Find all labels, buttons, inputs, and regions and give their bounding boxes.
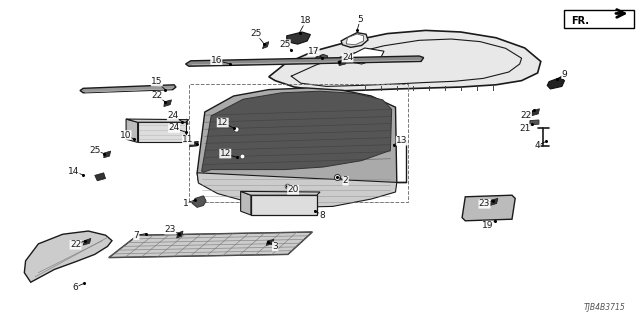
Text: 25: 25 (279, 40, 291, 49)
Text: 23: 23 (164, 225, 176, 234)
Text: FR.: FR. (576, 17, 595, 27)
Text: 16: 16 (211, 56, 222, 65)
Polygon shape (462, 195, 515, 221)
Text: 15: 15 (151, 77, 163, 86)
Text: 22: 22 (70, 240, 81, 249)
Text: 5: 5 (358, 15, 363, 24)
Polygon shape (95, 173, 106, 181)
FancyBboxPatch shape (564, 10, 634, 28)
Polygon shape (197, 88, 397, 205)
Polygon shape (189, 141, 198, 147)
Text: 9: 9 (562, 70, 567, 79)
Polygon shape (186, 56, 424, 66)
Text: 4: 4 (535, 141, 540, 150)
Text: 2: 2 (343, 176, 348, 185)
Polygon shape (241, 191, 251, 215)
Text: 20: 20 (287, 185, 299, 194)
Text: 19: 19 (482, 221, 493, 230)
Text: 6: 6 (73, 283, 78, 292)
Polygon shape (349, 48, 384, 64)
Text: 13: 13 (396, 136, 408, 145)
Text: 7: 7 (134, 231, 139, 240)
Polygon shape (197, 173, 397, 207)
Text: 24: 24 (167, 111, 179, 120)
Polygon shape (241, 191, 320, 195)
Polygon shape (177, 231, 183, 238)
Polygon shape (138, 122, 186, 142)
Polygon shape (269, 30, 541, 91)
Text: 24: 24 (168, 124, 180, 132)
Text: 25: 25 (250, 29, 262, 38)
Polygon shape (126, 119, 138, 142)
Text: 17: 17 (308, 47, 319, 56)
Text: FR.: FR. (572, 16, 589, 26)
Text: 22: 22 (520, 111, 532, 120)
Text: 23: 23 (479, 199, 490, 208)
Polygon shape (287, 32, 310, 44)
Text: 25: 25 (89, 146, 100, 155)
Polygon shape (338, 59, 346, 66)
Polygon shape (346, 34, 364, 45)
Text: 3: 3 (273, 242, 278, 251)
Text: 1: 1 (183, 199, 188, 208)
Text: 18: 18 (300, 16, 312, 25)
Polygon shape (192, 196, 206, 207)
Polygon shape (315, 54, 328, 62)
Text: 21: 21 (519, 124, 531, 133)
Text: 14: 14 (68, 167, 79, 176)
Polygon shape (180, 119, 188, 126)
Polygon shape (164, 100, 172, 107)
Text: 24: 24 (342, 53, 353, 62)
Polygon shape (104, 151, 111, 158)
Polygon shape (202, 91, 392, 172)
Text: 22: 22 (151, 92, 163, 100)
Text: 11: 11 (182, 135, 194, 144)
Text: TJB4B3715: TJB4B3715 (584, 303, 626, 312)
Polygon shape (24, 231, 112, 282)
Polygon shape (531, 109, 540, 116)
Text: 8: 8 (319, 211, 324, 220)
Text: 12: 12 (220, 149, 231, 158)
Polygon shape (262, 42, 269, 49)
Text: 12: 12 (217, 118, 228, 127)
Polygon shape (266, 239, 274, 245)
Polygon shape (547, 77, 564, 89)
Polygon shape (251, 195, 317, 215)
Polygon shape (83, 238, 91, 245)
Polygon shape (126, 119, 189, 122)
Text: 10: 10 (120, 131, 131, 140)
Polygon shape (109, 232, 312, 258)
Polygon shape (341, 33, 368, 47)
Polygon shape (530, 120, 539, 125)
Polygon shape (80, 85, 176, 93)
Polygon shape (490, 198, 498, 205)
